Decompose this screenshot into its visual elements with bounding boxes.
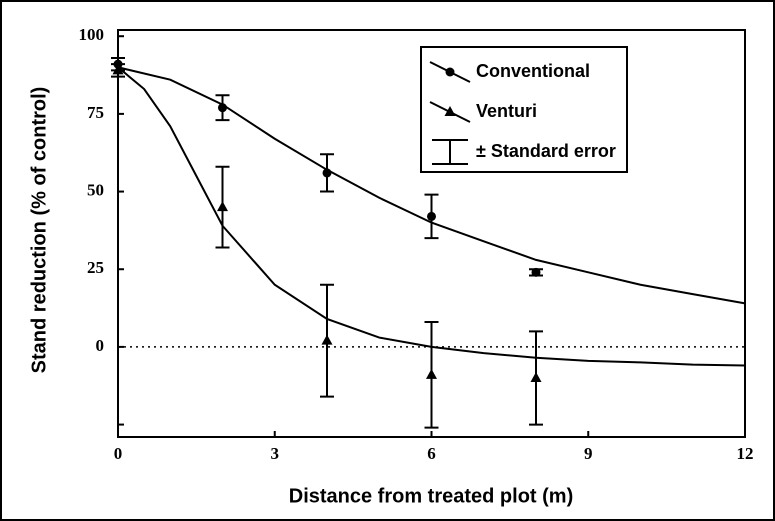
x-axis-label: Distance from treated plot (m) — [289, 485, 573, 507]
y-tick-label: 50 — [87, 180, 104, 199]
data-point — [322, 168, 332, 178]
data-point — [321, 334, 333, 345]
legend-error-label: ± Standard error — [476, 141, 616, 161]
legend-box — [420, 46, 628, 173]
legend-error-symbol — [432, 139, 468, 165]
fit-curve — [117, 66, 746, 367]
data-point — [530, 371, 542, 382]
x-tick-label: 9 — [584, 444, 593, 463]
legend-marker — [444, 106, 456, 116]
y-tick-label: 100 — [79, 25, 105, 44]
data-point — [112, 64, 124, 75]
y-axis-label: Stand reduction (% of control) — [28, 87, 50, 374]
x-tick-label: 12 — [737, 444, 754, 463]
x-tick-label: 6 — [427, 444, 436, 463]
data-point — [427, 211, 436, 221]
data-point — [426, 368, 437, 379]
data-point — [217, 201, 228, 212]
legend-label: Venturi — [476, 101, 537, 121]
y-tick-label: 25 — [87, 258, 104, 277]
data-point — [531, 267, 541, 277]
y-tick-label: 0 — [96, 336, 105, 355]
x-tick-label: 3 — [271, 444, 280, 463]
legend-label: Conventional — [476, 61, 590, 81]
x-tick-label: 0 — [114, 444, 123, 463]
y-tick-label: 75 — [87, 103, 104, 122]
data-point — [218, 103, 227, 113]
legend-marker — [445, 67, 455, 77]
